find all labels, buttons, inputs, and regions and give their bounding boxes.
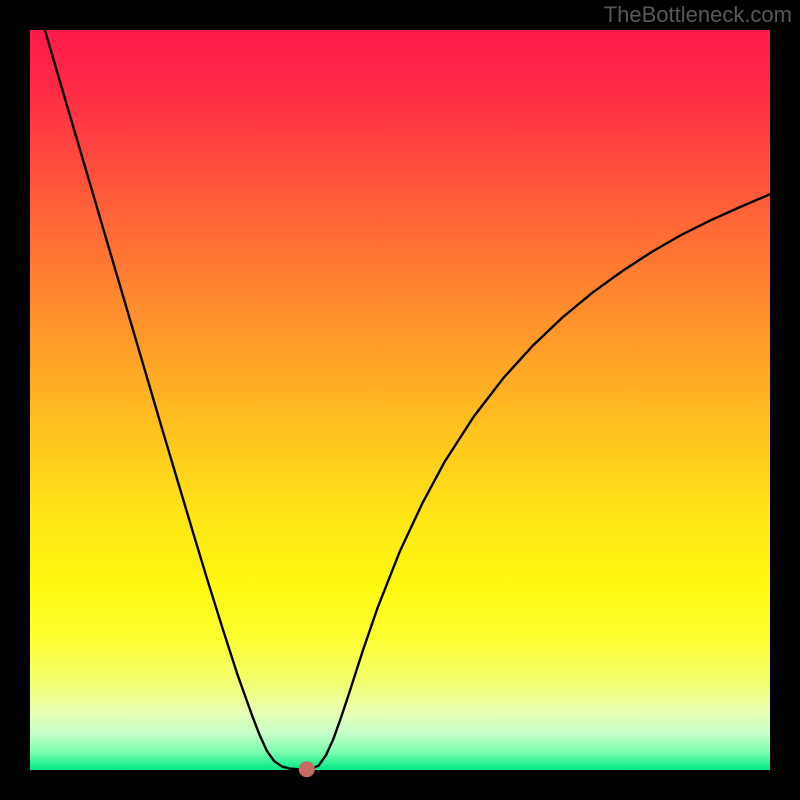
chart-background	[30, 30, 770, 770]
chart-svg	[0, 0, 800, 800]
bottleneck-marker	[299, 761, 315, 777]
watermark-text: TheBottleneck.com	[604, 2, 792, 28]
chart-container: TheBottleneck.com	[0, 0, 800, 800]
